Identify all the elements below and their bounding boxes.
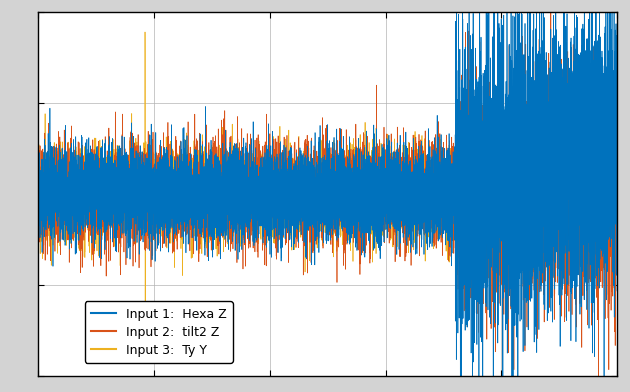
Input 3:  Ty Y: (1.85e+03, 4): Ty Y: (1.85e+03, 4) (141, 30, 149, 34)
Input 1:  Hexa Z: (0, 0.273): Hexa Z: (0, 0.273) (34, 181, 42, 185)
Line: Input 2:  tilt2 Z: Input 2: tilt2 Z (38, 0, 617, 392)
Input 2:  tilt2 Z: (1e+04, -2.11): tilt2 Z: (1e+04, -2.11) (614, 277, 621, 282)
Input 1:  Hexa Z: (598, -0.244): Hexa Z: (598, -0.244) (69, 201, 76, 206)
Input 1:  Hexa Z: (9.47e+03, 3.81): Hexa Z: (9.47e+03, 3.81) (583, 37, 590, 42)
Input 2:  tilt2 Z: (4.89e+03, 0.781): tilt2 Z: (4.89e+03, 0.781) (318, 160, 325, 165)
Input 1:  Hexa Z: (45, -0.396): Hexa Z: (45, -0.396) (37, 208, 44, 212)
Input 3:  Ty Y: (1.85e+03, -4): Ty Y: (1.85e+03, -4) (141, 354, 149, 358)
Input 2:  tilt2 Z: (9.47e+03, -1.34): tilt2 Z: (9.47e+03, -1.34) (583, 246, 590, 250)
Input 3:  Ty Y: (0, 0.192): Ty Y: (0, 0.192) (34, 184, 42, 189)
Input 2:  tilt2 Z: (0, -0.407): tilt2 Z: (0, -0.407) (34, 208, 42, 213)
Input 2:  tilt2 Z: (414, 0.00215): tilt2 Z: (414, 0.00215) (58, 192, 66, 196)
Input 1:  Hexa Z: (4.89e+03, 0.125): Hexa Z: (4.89e+03, 0.125) (318, 187, 325, 191)
Line: Input 3:  Ty Y: Input 3: Ty Y (38, 32, 617, 356)
Line: Input 1:  Hexa Z: Input 1: Hexa Z (38, 0, 617, 392)
Input 1:  Hexa Z: (414, 0.183): Hexa Z: (414, 0.183) (58, 184, 66, 189)
Input 3:  Ty Y: (1e+04, -0.126): Ty Y: (1e+04, -0.126) (614, 197, 621, 201)
Input 2:  tilt2 Z: (45, 0.0721): tilt2 Z: (45, 0.0721) (37, 189, 44, 194)
Input 3:  Ty Y: (414, -0.499): Ty Y: (414, -0.499) (58, 212, 66, 217)
Legend: Input 1:  Hexa Z, Input 2:  tilt2 Z, Input 3:  Ty Y: Input 1: Hexa Z, Input 2: tilt2 Z, Input… (84, 301, 233, 363)
Input 2:  tilt2 Z: (598, 0.173): tilt2 Z: (598, 0.173) (69, 185, 76, 189)
Input 3:  Ty Y: (4.89e+03, -0.392): Ty Y: (4.89e+03, -0.392) (318, 208, 325, 212)
Input 3:  Ty Y: (598, -0.125): Ty Y: (598, -0.125) (69, 197, 76, 201)
Input 3:  Ty Y: (9.47e+03, 0.388): Ty Y: (9.47e+03, 0.388) (583, 176, 590, 181)
Input 1:  Hexa Z: (1e+04, 2.36): Hexa Z: (1e+04, 2.36) (614, 96, 621, 101)
Input 1:  Hexa Z: (1.96e+03, -0.0302): Hexa Z: (1.96e+03, -0.0302) (147, 193, 155, 198)
Input 3:  Ty Y: (1.96e+03, -0.000674): Ty Y: (1.96e+03, -0.000674) (148, 192, 156, 196)
Input 3:  Ty Y: (45, 0.522): Ty Y: (45, 0.522) (37, 171, 44, 175)
Input 2:  tilt2 Z: (1.96e+03, 0.0107): tilt2 Z: (1.96e+03, 0.0107) (147, 191, 155, 196)
